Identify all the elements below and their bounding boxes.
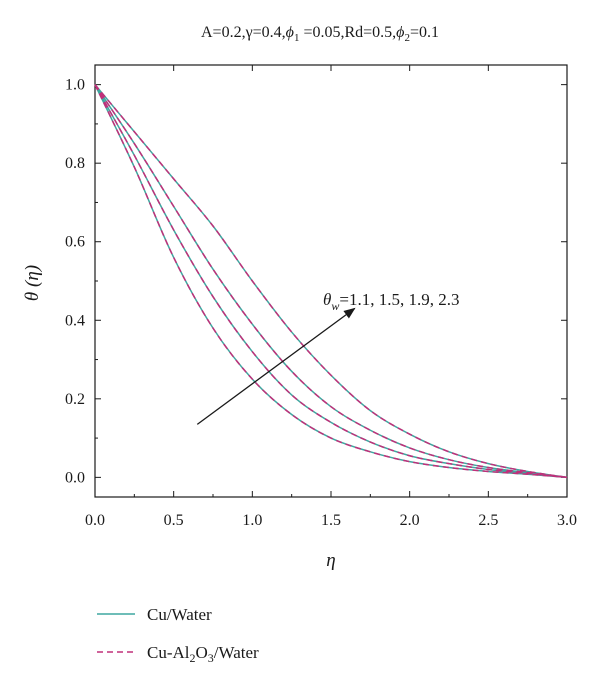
y-tick-label: 0.2 xyxy=(65,391,85,408)
series-cu-al2o3-water-curve-2 xyxy=(94,84,568,479)
x-axis: 0.0 0.5 1.0 1.5 2.0 2.5 3.0 xyxy=(85,65,577,529)
series-cu-water-curve-1 xyxy=(94,84,568,479)
series-lines xyxy=(94,84,568,479)
series-cu-water-curve-3 xyxy=(94,84,568,479)
series-cu-al2o3-water-curve-1 xyxy=(94,84,568,479)
series-cu-water-curve-4 xyxy=(94,84,568,479)
x-tick-label: 2.5 xyxy=(478,512,498,529)
x-tick-label: 2.0 xyxy=(400,512,420,529)
annotation-arrow xyxy=(196,307,356,425)
y-tick-label: 0.6 xyxy=(65,234,85,251)
legend-label-cu-al2o3-water: Cu-Al2O3/Water xyxy=(147,643,259,665)
x-tick-label: 0.5 xyxy=(164,512,184,529)
annotation-label: θw=1.1, 1.5, 1.9, 2.3 xyxy=(323,290,459,313)
series-cu-al2o3-water-curve-4 xyxy=(94,84,568,479)
y-tick-label: 0.0 xyxy=(65,469,85,486)
y-tick-label: 1.0 xyxy=(65,77,85,94)
series-cu-water-curve-2 xyxy=(94,84,568,479)
y-tick-label: 0.4 xyxy=(65,312,85,329)
plot-frame xyxy=(94,64,568,498)
y-axis: 0.0 0.2 0.4 0.6 0.8 1.0 xyxy=(65,77,567,486)
chart-title: A=0.2,γ=0.4,ϕ1 =0.05,Rd=0.5,ϕ2=0.1 xyxy=(201,24,439,44)
x-tick-label: 1.0 xyxy=(242,512,262,529)
series-cu-al2o3-water-curve-3 xyxy=(94,84,568,479)
x-tick-label: 1.5 xyxy=(321,512,341,529)
legend-label-cu-water: Cu/Water xyxy=(147,605,212,624)
x-tick-label: 3.0 xyxy=(557,512,577,529)
y-axis-label: θ (η) xyxy=(22,265,43,301)
x-tick-label: 0.0 xyxy=(85,512,105,529)
x-axis-label: η xyxy=(326,550,335,571)
legend: Cu/Water Cu-Al2O3/Water xyxy=(97,605,259,665)
y-tick-label: 0.8 xyxy=(65,155,85,172)
